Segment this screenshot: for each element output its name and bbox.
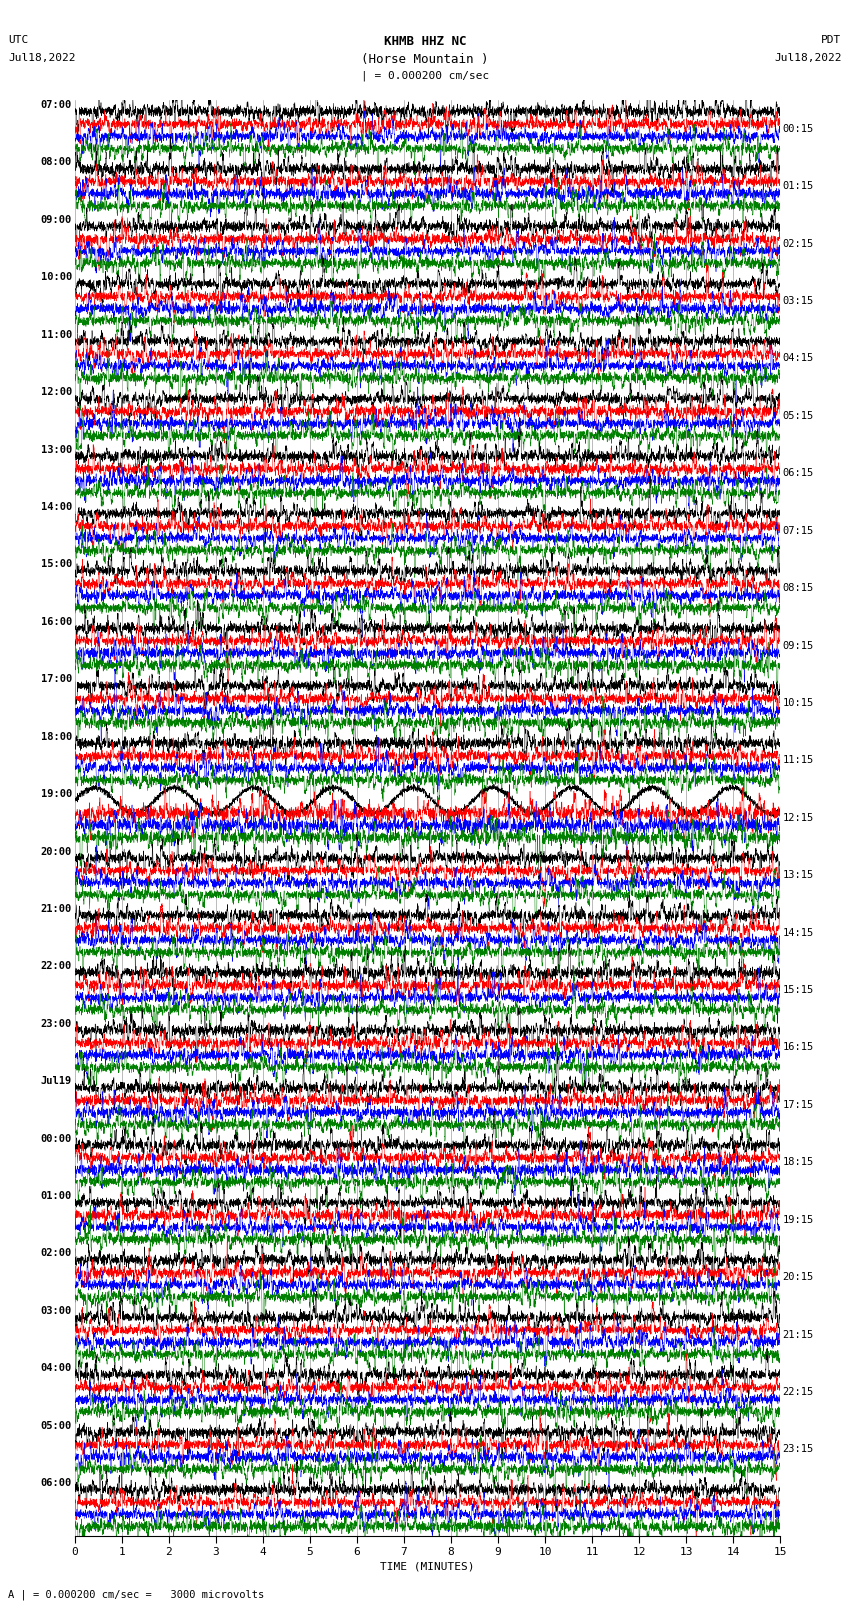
Text: 19:00: 19:00 [41,789,72,798]
Text: 12:15: 12:15 [782,813,813,823]
Text: 01:00: 01:00 [41,1190,72,1202]
Text: 03:15: 03:15 [782,297,813,306]
Text: 07:00: 07:00 [41,100,72,110]
Text: 15:15: 15:15 [782,986,813,995]
Text: 15:00: 15:00 [41,560,72,569]
Text: | = 0.000200 cm/sec: | = 0.000200 cm/sec [361,71,489,82]
Text: 21:15: 21:15 [782,1329,813,1339]
Text: 22:15: 22:15 [782,1387,813,1397]
Text: 23:00: 23:00 [41,1019,72,1029]
Text: 13:15: 13:15 [782,871,813,881]
Text: 22:00: 22:00 [41,961,72,971]
Text: 11:00: 11:00 [41,329,72,340]
Text: 12:00: 12:00 [41,387,72,397]
Text: 18:15: 18:15 [782,1158,813,1168]
Text: 21:00: 21:00 [41,903,72,915]
Text: 11:15: 11:15 [782,755,813,765]
Text: 07:15: 07:15 [782,526,813,536]
Text: 03:00: 03:00 [41,1307,72,1316]
Text: 19:15: 19:15 [782,1215,813,1224]
Text: 18:00: 18:00 [41,732,72,742]
Text: 02:15: 02:15 [782,239,813,248]
Text: 00:00: 00:00 [41,1134,72,1144]
Text: 20:00: 20:00 [41,847,72,857]
Text: A | = 0.000200 cm/sec =   3000 microvolts: A | = 0.000200 cm/sec = 3000 microvolts [8,1589,264,1600]
Text: 08:00: 08:00 [41,158,72,168]
X-axis label: TIME (MINUTES): TIME (MINUTES) [380,1561,475,1571]
Text: 08:15: 08:15 [782,584,813,594]
Text: 04:00: 04:00 [41,1363,72,1373]
Text: 04:15: 04:15 [782,353,813,363]
Text: 06:00: 06:00 [41,1478,72,1489]
Text: 20:15: 20:15 [782,1273,813,1282]
Text: 00:15: 00:15 [782,124,813,134]
Text: 02:00: 02:00 [41,1248,72,1258]
Text: 23:15: 23:15 [782,1445,813,1455]
Text: KHMB HHZ NC: KHMB HHZ NC [383,35,467,48]
Text: 17:00: 17:00 [41,674,72,684]
Text: PDT: PDT [821,35,842,45]
Text: UTC: UTC [8,35,29,45]
Text: 16:00: 16:00 [41,616,72,627]
Text: 14:00: 14:00 [41,502,72,511]
Text: 17:15: 17:15 [782,1100,813,1110]
Text: 09:15: 09:15 [782,640,813,650]
Text: Jul18,2022: Jul18,2022 [8,53,76,63]
Text: (Horse Mountain ): (Horse Mountain ) [361,53,489,66]
Text: 05:15: 05:15 [782,411,813,421]
Text: 13:00: 13:00 [41,445,72,455]
Text: Jul19: Jul19 [41,1076,72,1086]
Text: Jul18,2022: Jul18,2022 [774,53,842,63]
Text: 14:15: 14:15 [782,927,813,937]
Text: 01:15: 01:15 [782,181,813,190]
Text: 09:00: 09:00 [41,215,72,224]
Text: 10:00: 10:00 [41,273,72,282]
Text: 06:15: 06:15 [782,468,813,477]
Text: 16:15: 16:15 [782,1042,813,1052]
Text: 10:15: 10:15 [782,698,813,708]
Text: 05:00: 05:00 [41,1421,72,1431]
